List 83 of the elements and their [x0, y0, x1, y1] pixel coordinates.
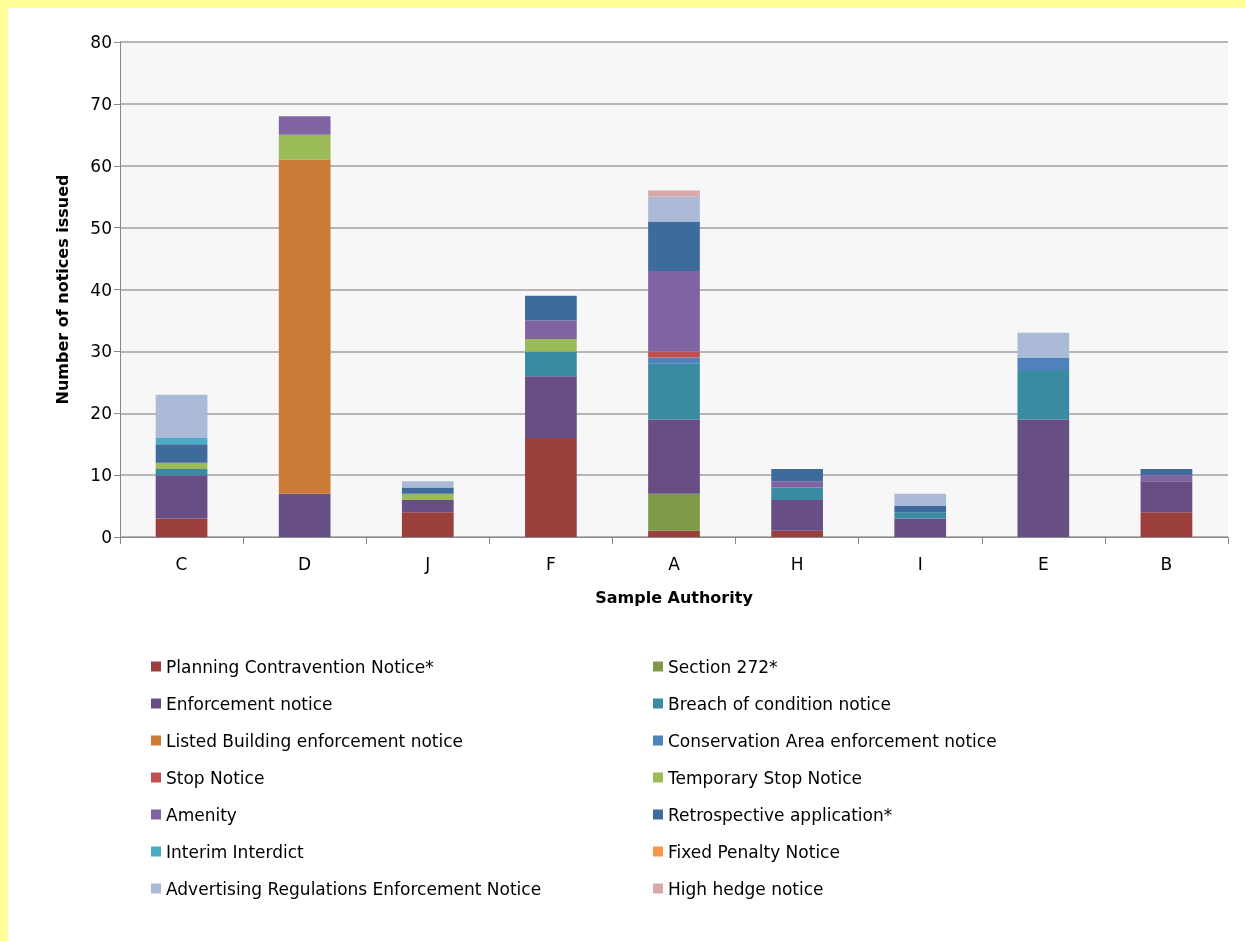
legend-label: Conservation Area enforcement notice — [668, 730, 997, 751]
legend-label: Stop Notice — [166, 767, 265, 788]
legend-label: Fixed Penalty Notice — [668, 841, 840, 862]
bar — [278, 134, 331, 160]
bar — [525, 351, 577, 377]
bar — [1140, 512, 1193, 537]
bar — [525, 438, 577, 537]
legend-label: Breach of condition notice — [668, 693, 891, 714]
y-tick-label: 40 — [90, 279, 112, 300]
x-tick-label: A — [668, 553, 681, 574]
y-tick-label: 50 — [90, 217, 112, 238]
x-tick-label: J — [424, 553, 431, 574]
bar — [894, 493, 947, 507]
bar — [1017, 419, 1070, 537]
legend-label: Temporary Stop Notice — [667, 767, 862, 788]
bar — [648, 190, 700, 197]
bar — [155, 438, 208, 445]
x-tick-label: I — [917, 553, 923, 574]
legend-label: Interim Interdict — [166, 841, 305, 862]
bar — [771, 499, 823, 531]
legend-label: Amenity — [166, 804, 237, 825]
x-tick-label: H — [790, 553, 804, 574]
bar — [648, 419, 700, 494]
y-tick-label: 0 — [101, 527, 112, 547]
bar — [771, 530, 823, 537]
y-tick-label: 70 — [90, 93, 112, 114]
legend-label: Listed Building enforcement notice — [166, 730, 464, 751]
bar — [648, 357, 700, 364]
bar — [278, 116, 331, 135]
bar — [1017, 332, 1070, 358]
x-tick-label: E — [1037, 553, 1049, 574]
bar — [278, 493, 331, 537]
bar — [648, 530, 700, 537]
bar — [894, 506, 947, 513]
bar — [155, 394, 208, 438]
x-tick-label: F — [546, 553, 556, 574]
legend-label: High hedge notice — [668, 878, 824, 899]
bar — [155, 518, 208, 537]
bar — [525, 320, 577, 339]
y-tick-label: 30 — [90, 341, 112, 362]
bar — [401, 481, 454, 488]
legend-label: Retrospective application* — [668, 804, 893, 825]
bar — [155, 475, 208, 519]
y-tick-label: 80 — [90, 32, 112, 52]
bar — [401, 487, 454, 494]
bar — [648, 221, 700, 271]
bar — [278, 159, 331, 494]
bar — [1017, 369, 1070, 420]
bar — [648, 270, 700, 352]
x-tick-label: D — [298, 553, 312, 574]
y-axis-title: Number of notices issued — [52, 174, 72, 405]
bar — [525, 295, 577, 321]
x-tick-label: C — [175, 553, 188, 574]
bar — [525, 376, 577, 438]
bar — [894, 512, 947, 519]
bar — [1140, 468, 1193, 476]
legend-label: Planning Contravention Notice* — [166, 656, 434, 677]
bar — [525, 339, 577, 352]
bar — [771, 481, 823, 488]
bar — [401, 499, 454, 513]
bar — [648, 493, 700, 531]
bar — [1017, 357, 1070, 370]
legend-label: Enforcement notice — [166, 693, 333, 714]
bar — [401, 512, 454, 537]
y-tick-label: 20 — [90, 403, 112, 424]
bar — [1140, 481, 1193, 513]
bar — [771, 468, 823, 482]
bar — [155, 462, 208, 469]
bar — [648, 196, 700, 222]
bar — [648, 351, 700, 358]
bar — [1140, 475, 1193, 482]
y-tick-label: 60 — [90, 155, 112, 176]
bar — [401, 493, 454, 500]
y-tick-label: 10 — [90, 465, 112, 486]
x-axis-title: Sample Authority — [595, 587, 754, 607]
bar — [648, 363, 700, 420]
bar — [894, 518, 947, 537]
bar — [155, 444, 208, 463]
legend-label: Section 272* — [668, 656, 778, 677]
bar — [771, 487, 823, 500]
bar — [155, 468, 208, 476]
legend-label: Advertising Regulations Enforcement Notice — [166, 878, 542, 899]
x-tick-label: B — [1160, 553, 1173, 574]
